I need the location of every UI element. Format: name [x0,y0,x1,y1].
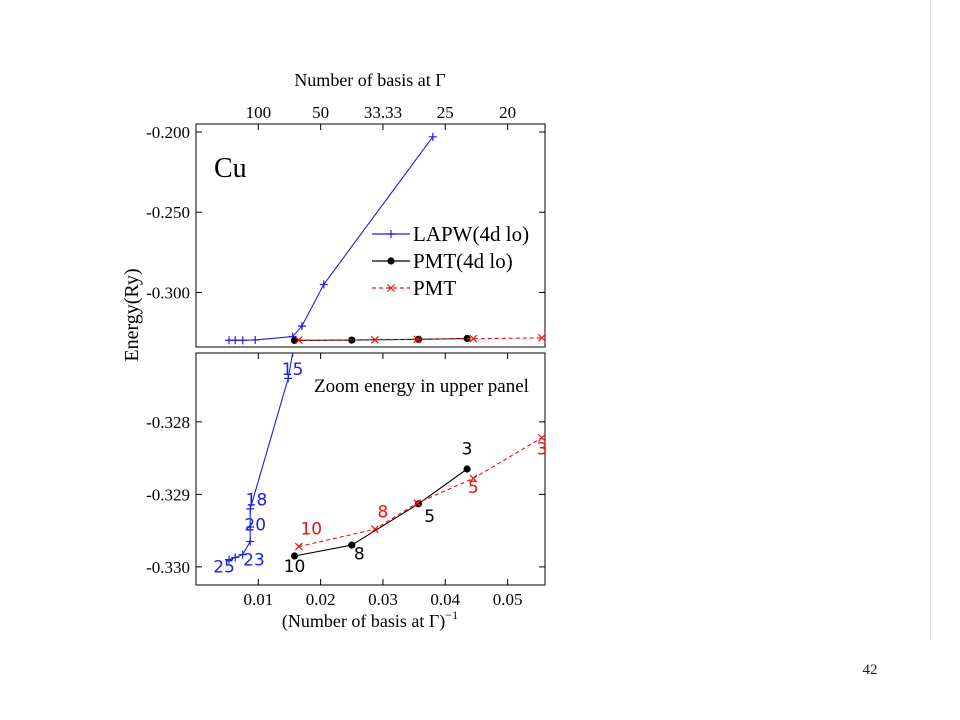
x-marker-1 [370,525,379,534]
plus-marker-2 [238,550,247,559]
plus-marker-2 [238,336,247,345]
x-marker-3 [469,334,478,343]
lower-xtick-label-3: 0.04 [430,590,460,609]
lower-ytick-label-0: -0.328 [146,413,190,432]
lower-series-1-point-label-3: 3 [462,440,473,460]
x-marker-2 [413,335,422,344]
x-marker-2 [413,499,422,507]
upper-top-tick-label-2: 33.33 [364,103,402,122]
upper-series-1 [290,334,471,345]
plus-marker-6 [319,280,328,289]
lower-frame [195,352,546,586]
plus-marker-legend-0 [387,230,395,238]
legend-label-2: PMT [413,276,456,300]
plus-marker-7 [428,132,437,141]
shared-axis-text: Energy(Ry) [121,268,143,361]
lower-series-2-point-label-1: 8 [378,503,389,523]
upper-ytick-label-2: -0.300 [146,283,190,302]
lower-series-0-point-label-1: 23 [243,550,265,570]
upper-frame [195,123,546,348]
x-marker-3 [469,474,478,483]
upper-top-tick-label-1: 50 [312,103,329,122]
upper-series-0-line [229,136,434,341]
plus-marker-0 [225,555,234,564]
x-marker-4 [537,333,545,342]
plus-marker-7 [288,353,297,357]
lower-series-0-point-label-3: 18 [246,490,268,510]
dot-marker-3 [463,465,471,473]
lower-xtick-label-2: 0.03 [368,590,398,609]
lower-series-2-point-label-2: 5 [468,478,479,498]
plus-marker-1 [231,553,240,562]
lower-series-1-point-label-2: 5 [424,507,435,527]
legend-label-0: LAPW(4d lo) [413,222,529,246]
x-marker-0 [294,336,303,345]
x-marker-4 [537,433,545,442]
lower-x-axis-title-main: (Number of basis at Γ) [282,611,445,632]
plus-marker-6 [284,374,293,383]
lower-series-2-line [298,437,543,548]
plus-marker-3 [246,537,255,546]
lower-series-1-point-label-1: 8 [354,545,365,565]
lower-series-1-line [294,468,468,557]
lower-series-0-point-label-4: 15 [282,360,304,380]
upper-annotation-cu: Cu [214,153,247,184]
lower-x-axis-title-exponent: −1 [445,608,458,622]
x-marker-legend-2 [387,284,395,292]
page-number: 42 [862,662,878,678]
lower-xtick-label-4: 0.05 [493,590,523,609]
dot-marker-1 [348,541,356,549]
y-axis-title: Energy(Ry) [121,268,143,361]
lower-series-2-point-label-0: 10 [300,519,322,539]
plus-marker-4 [246,523,255,531]
x-marker-1 [370,335,379,344]
lower-series-2-point-label-3: 3 [536,440,547,460]
lower-ytick-label-2: -0.330 [146,558,190,577]
lower-xtick-label-0: 0.01 [243,590,273,609]
plus-marker-3 [251,335,260,344]
lower-ytick-label-1: -0.329 [146,485,190,504]
dot-marker-legend-1 [387,257,395,265]
lower-panel: -0.328 -0.329 -0.330 0.01 0.02 0.03 0.04 0.05 Zo… [146,352,547,632]
lower-series-0-point-label-2: 20 [244,516,266,536]
lower-series-1 [290,465,471,560]
plus-marker-5 [297,322,306,331]
upper-top-tick-label-3: 25 [437,103,454,122]
dot-marker-0 [290,552,299,560]
plus-marker-1 [231,336,240,345]
x-marker-0 [294,542,303,551]
upper-panel: -0.200 -0.250 -0.300 100 50 33.33 25 20 Number o… [146,70,546,348]
lower-annotation: Zoom energy in upper panel [314,376,529,397]
upper-ytick-label-0: -0.200 [146,123,190,142]
upper-top-axis-title: Number of basis at Γ [294,70,445,90]
slide-divider [930,0,931,640]
upper-top-tick-label-4: 20 [499,103,516,122]
legend: LAPW(4d lo) PMT(4d lo) PMT [372,222,529,300]
dot-marker-1 [348,336,356,344]
upper-series-0 [225,132,437,345]
upper-ytick-label-1: -0.250 [146,203,190,222]
lower-x-axis-title: (Number of basis at Γ)−1 [282,608,458,632]
lower-xtick-label-1: 0.02 [306,590,336,609]
upper-series-2 [294,333,545,345]
plus-marker-5 [246,504,255,513]
upper-series-2-line [298,337,542,341]
upper-top-tick-label-0: 100 [246,103,272,122]
legend-label-1: PMT(4d lo) [413,249,513,273]
lower-series-0 [225,353,297,564]
lower-series-1-point-label-0: 10 [284,557,306,577]
lower-series-2 [294,433,545,551]
lower-series-0-point-label-0: 25 [213,558,235,578]
